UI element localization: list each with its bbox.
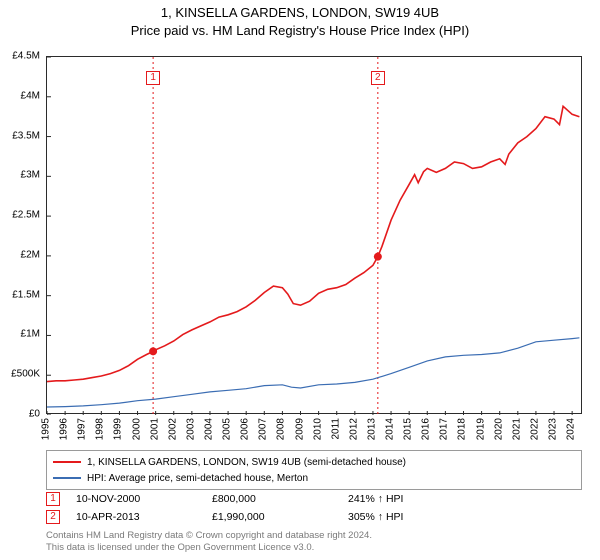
y-tick-label: £2M xyxy=(21,249,40,260)
x-tick-label: 2000 xyxy=(131,418,142,440)
y-tick-label: £1M xyxy=(21,329,40,340)
y-tick-label: £4M xyxy=(21,90,40,101)
x-tick-label: 2014 xyxy=(385,418,396,440)
y-tick-label: £0 xyxy=(29,409,40,420)
y-tick-label: £1.5M xyxy=(12,289,40,300)
title-line-2: Price paid vs. HM Land Registry's House … xyxy=(0,22,600,40)
legend-item: HPI: Average price, semi-detached house,… xyxy=(53,470,575,486)
x-tick-label: 2023 xyxy=(548,418,559,440)
transactions-table: 1 10-NOV-2000 £800,000 241% ↑ HPI 2 10-APR-20… xyxy=(46,490,582,526)
x-tick-label: 2004 xyxy=(203,418,214,440)
x-tick-label: 2003 xyxy=(185,418,196,440)
chart-container: 1, KINSELLA GARDENS, LONDON, SW19 4UB Pr… xyxy=(0,0,600,560)
y-tick-label: £4.5M xyxy=(12,51,40,62)
footer-line-2: This data is licensed under the Open Gov… xyxy=(46,542,582,554)
transaction-index-box: 1 xyxy=(46,492,60,506)
transaction-price: £800,000 xyxy=(212,493,332,505)
x-tick-label: 2021 xyxy=(511,418,522,440)
x-tick-label: 2015 xyxy=(403,418,414,440)
x-tick-label: 2017 xyxy=(439,418,450,440)
chart-svg xyxy=(47,57,583,415)
transaction-date: 10-APR-2013 xyxy=(76,511,196,523)
x-tick-label: 2009 xyxy=(294,418,305,440)
x-tick-label: 2018 xyxy=(457,418,468,440)
x-tick-label: 2005 xyxy=(222,418,233,440)
x-tick-label: 1998 xyxy=(95,418,106,440)
x-tick-label: 2011 xyxy=(330,418,341,440)
y-axis-labels: £0£500K£1M£1.5M£2M£2.5M£3M£3.5M£4M£4.5M xyxy=(0,56,44,414)
y-tick-label: £500K xyxy=(11,369,40,380)
plot-area: 12 xyxy=(46,56,582,414)
x-tick-label: 1997 xyxy=(77,418,88,440)
legend-swatch xyxy=(53,477,81,479)
transaction-date: 10-NOV-2000 xyxy=(76,493,196,505)
footer-attribution: Contains HM Land Registry data © Crown c… xyxy=(46,530,582,554)
x-tick-label: 2012 xyxy=(348,418,359,440)
x-tick-label: 2022 xyxy=(529,418,540,440)
legend-label: HPI: Average price, semi-detached house,… xyxy=(87,473,308,484)
legend-item: 1, KINSELLA GARDENS, LONDON, SW19 4UB (s… xyxy=(53,454,575,470)
footer-line-1: Contains HM Land Registry data © Crown c… xyxy=(46,530,582,542)
x-tick-label: 2007 xyxy=(258,418,269,440)
x-tick-label: 2008 xyxy=(276,418,287,440)
legend-label: 1, KINSELLA GARDENS, LONDON, SW19 4UB (s… xyxy=(87,457,406,468)
title-line-1: 1, KINSELLA GARDENS, LONDON, SW19 4UB xyxy=(0,4,600,22)
legend-swatch xyxy=(53,461,81,463)
y-tick-label: £3M xyxy=(21,170,40,181)
x-tick-label: 2020 xyxy=(493,418,504,440)
x-tick-label: 2002 xyxy=(167,418,178,440)
x-tick-label: 2019 xyxy=(475,418,486,440)
chart-title: 1, KINSELLA GARDENS, LONDON, SW19 4UB Pr… xyxy=(0,0,600,39)
transaction-marker-box: 1 xyxy=(146,71,160,85)
x-tick-label: 2001 xyxy=(149,418,160,440)
transaction-row: 2 10-APR-2013 £1,990,000 305% ↑ HPI xyxy=(46,508,582,526)
x-tick-label: 2013 xyxy=(366,418,377,440)
y-tick-label: £2.5M xyxy=(12,210,40,221)
transaction-index-box: 2 xyxy=(46,510,60,524)
transaction-hpi: 241% ↑ HPI xyxy=(348,493,403,505)
transaction-hpi: 305% ↑ HPI xyxy=(348,511,403,523)
x-tick-label: 2006 xyxy=(240,418,251,440)
x-tick-label: 2010 xyxy=(312,418,323,440)
transaction-price: £1,990,000 xyxy=(212,511,332,523)
x-tick-label: 1999 xyxy=(113,418,124,440)
x-tick-label: 2016 xyxy=(421,418,432,440)
x-tick-label: 2024 xyxy=(566,418,577,440)
y-tick-label: £3.5M xyxy=(12,130,40,141)
transaction-row: 1 10-NOV-2000 £800,000 241% ↑ HPI xyxy=(46,490,582,508)
x-tick-label: 1995 xyxy=(41,418,52,440)
x-tick-label: 1996 xyxy=(59,418,70,440)
legend: 1, KINSELLA GARDENS, LONDON, SW19 4UB (s… xyxy=(46,450,582,490)
transaction-marker-box: 2 xyxy=(371,71,385,85)
